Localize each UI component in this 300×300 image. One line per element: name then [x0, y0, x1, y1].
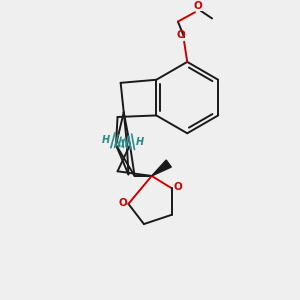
Text: O: O — [194, 1, 203, 11]
Text: O: O — [177, 30, 185, 40]
Text: H: H — [136, 137, 144, 147]
Text: O: O — [173, 182, 182, 192]
Text: O: O — [118, 198, 127, 208]
Polygon shape — [152, 160, 171, 176]
Text: H: H — [102, 135, 110, 145]
